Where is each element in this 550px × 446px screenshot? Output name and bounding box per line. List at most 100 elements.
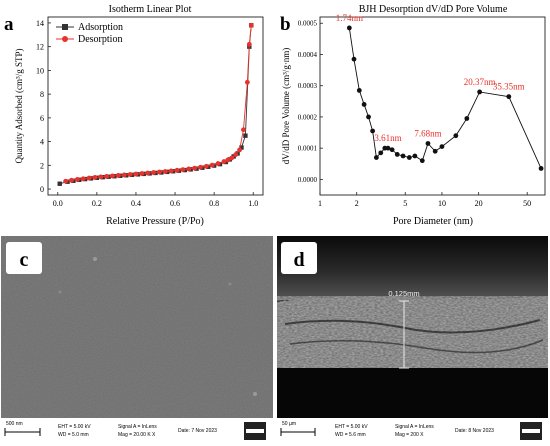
y-axis-label: dV/dD Pore Volume (cm³/g·nm) <box>281 48 291 165</box>
date-value: Date: 7 Nov 2023 <box>178 428 217 434</box>
data-point <box>221 159 227 164</box>
x-tick-label: 5 <box>403 199 407 208</box>
x-tick-label: 0.2 <box>92 199 102 208</box>
y-tick-label: 4 <box>40 138 44 147</box>
legend-desorption: Desorption <box>78 34 122 45</box>
data-point <box>241 127 246 133</box>
data-point <box>439 144 445 149</box>
data-point <box>92 175 98 180</box>
x-tick-label: 20 <box>475 199 483 208</box>
plot-frame <box>47 16 264 196</box>
data-point <box>229 155 235 161</box>
data-point <box>248 22 254 28</box>
y-tick-label: 2 <box>40 161 44 170</box>
data-point <box>186 166 192 172</box>
data-point <box>203 163 209 169</box>
data-point <box>74 177 80 182</box>
data-point <box>157 169 162 175</box>
panel-letter-b: b <box>280 14 291 35</box>
wd-value: WD = 5.6 mm <box>335 432 366 438</box>
x-tick-label: 2 <box>355 199 359 208</box>
data-point <box>233 152 239 158</box>
data-point <box>63 178 68 184</box>
data-point <box>243 133 248 138</box>
legend: Adsorption Desorption <box>56 22 123 45</box>
y-tick-label: 0 <box>40 185 44 194</box>
data-point <box>174 167 180 173</box>
series-line <box>348 27 542 169</box>
data-point <box>538 166 544 171</box>
data-point <box>378 150 384 156</box>
signal-value: Signal A = InLens <box>395 424 434 430</box>
panel-label-box <box>6 242 42 274</box>
data-point <box>192 165 197 171</box>
mag-value: Mag = 20.00 K X <box>118 432 156 438</box>
data-point <box>406 155 412 160</box>
data-point <box>115 173 121 178</box>
data-point <box>373 155 379 160</box>
sem-info-bar: 50 µm EHT = 5.00 kV WD = 5.6 mm Signal A… <box>277 418 548 444</box>
data-point <box>162 169 168 174</box>
scale-bar-label: 50 µm <box>282 421 296 427</box>
data-point <box>506 94 512 100</box>
wd-value: WD = 5.0 mm <box>58 432 89 438</box>
data-point <box>98 174 104 180</box>
data-point <box>239 145 244 150</box>
pore-size-annotation: 20.37nm <box>464 77 496 87</box>
date-value: Date: 8 Nov 2023 <box>455 428 494 434</box>
series-line-desorption <box>65 25 252 182</box>
data-point <box>453 133 459 139</box>
pore-size-annotation: 1.74nm <box>336 13 363 23</box>
data-point <box>425 141 431 146</box>
data-point <box>244 79 250 85</box>
x-tick-label: 0.6 <box>170 199 180 208</box>
data-point <box>432 148 438 154</box>
data-point <box>237 147 242 153</box>
data-point <box>385 145 391 151</box>
data-point <box>110 173 115 179</box>
x-axis-label: Pore Diameter (nm) <box>393 216 473 227</box>
data-point <box>57 181 62 186</box>
data-point <box>180 167 186 173</box>
data-point <box>104 173 110 179</box>
x-tick-label: 10 <box>438 199 446 208</box>
data-point <box>412 153 418 159</box>
data-point <box>209 162 215 168</box>
x-tick-label: 0.0 <box>53 199 63 208</box>
data-point <box>69 177 74 183</box>
sem-image-surface: c 500 nm EHT = 5.00 kV WD = 5.0 mm Signa… <box>1 236 273 444</box>
data-point <box>225 157 231 163</box>
signal-value: Signal A = InLens <box>118 424 157 430</box>
data-point <box>86 175 92 181</box>
measurement-label: 0.125mm <box>388 289 419 298</box>
plot-frame <box>319 16 546 196</box>
y-tick-label: 6 <box>40 114 44 123</box>
data-point <box>346 25 352 31</box>
sem-image-cross-section: 0.125mm d 50 µm EHT = 5.00 kV WD = 5.6 m… <box>277 236 548 444</box>
data-point <box>121 172 127 178</box>
data-point <box>139 171 145 176</box>
x-tick-label: 0.8 <box>209 199 219 208</box>
data-point <box>419 158 425 164</box>
x-tick-label: 1.0 <box>248 199 258 208</box>
x-tick-label: 0.4 <box>131 199 141 208</box>
pore-size-annotation: 3.61nm <box>374 133 401 143</box>
y-tick-label: 0.0001 <box>298 145 318 153</box>
chart-title: BJH Desorption dV/dD Pore Volume <box>359 4 508 15</box>
data-point <box>464 116 470 121</box>
panel-letter-c: c <box>20 249 29 271</box>
eht-value: EHT = 5.00 kV <box>58 424 91 430</box>
isotherm-chart: a Isotherm Linear Plot 0.0 0.2 0.4 0.6 0.8 1.… <box>4 4 264 227</box>
x-axis-label: Relative Pressure (P/Po) <box>106 216 204 227</box>
pore-size-annotation: 35.35nm <box>493 82 525 92</box>
x-tick-label: 1 <box>318 199 322 208</box>
x-tick-label: 50 <box>523 199 531 208</box>
data-point <box>246 41 252 47</box>
y-tick-label: 12 <box>36 43 44 52</box>
panel-letter-d: d <box>293 249 304 271</box>
panel-label-box <box>281 242 317 274</box>
y-tick-label: 0.0000 <box>298 176 318 184</box>
data-point <box>366 114 371 120</box>
y-axis-label: Quantity Adsorbed (cm³/g STP) <box>14 49 24 164</box>
data-point <box>356 87 362 93</box>
